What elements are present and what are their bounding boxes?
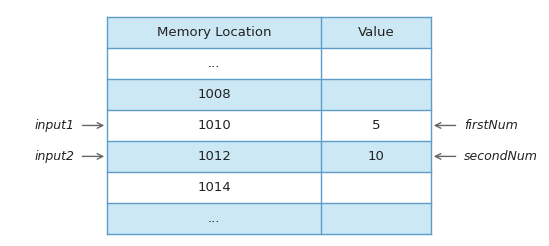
Text: 1008: 1008 (197, 88, 231, 101)
Text: secondNum: secondNum (464, 150, 538, 163)
Text: 10: 10 (368, 150, 384, 163)
Text: 1012: 1012 (197, 150, 231, 163)
Text: input2: input2 (34, 150, 74, 163)
Bar (107, 172, 431, 203)
Text: 1010: 1010 (197, 119, 231, 132)
Bar (107, 141, 431, 172)
Bar (107, 110, 431, 141)
Bar (107, 203, 431, 234)
Text: Value: Value (358, 26, 394, 39)
Text: input1: input1 (34, 119, 74, 132)
Bar (107, 79, 431, 110)
Text: ...: ... (208, 57, 220, 70)
Text: 5: 5 (372, 119, 380, 132)
Text: firstNum: firstNum (464, 119, 518, 132)
Bar (107, 17, 431, 48)
Text: ...: ... (208, 212, 220, 225)
Bar (107, 48, 431, 79)
Text: 1014: 1014 (197, 181, 231, 194)
Text: Memory Location: Memory Location (157, 26, 271, 39)
